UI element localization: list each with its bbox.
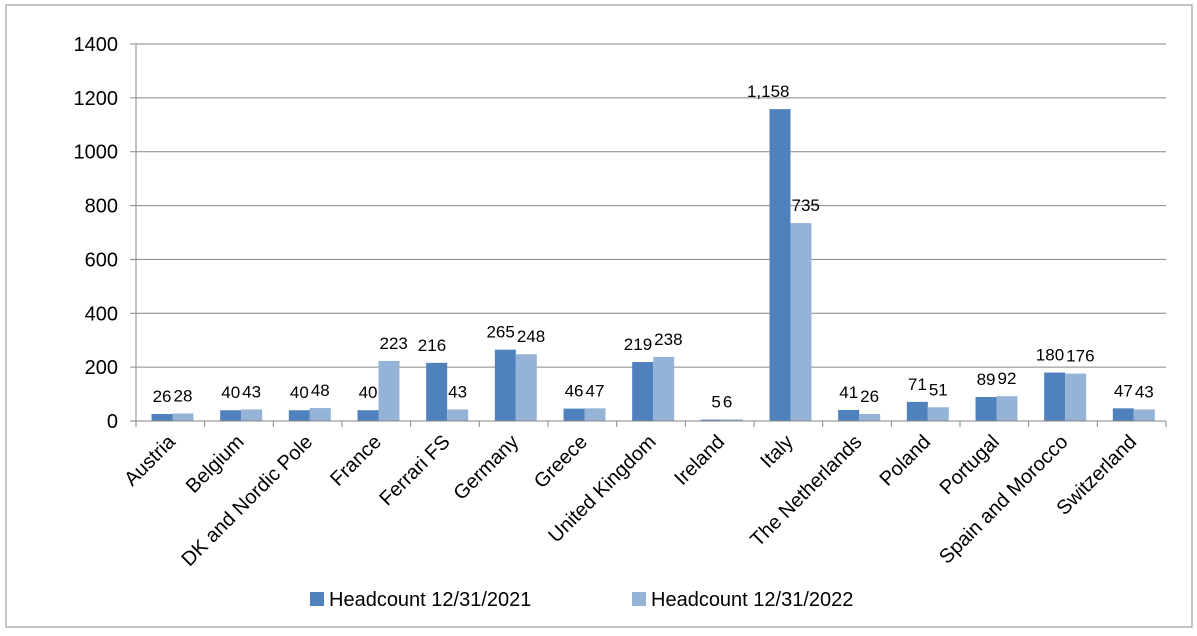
bar-2021 — [700, 419, 722, 421]
bar-2022 — [172, 413, 194, 421]
bar-2021 — [426, 362, 448, 421]
y-tick-label: 1400 — [74, 34, 119, 56]
bar-2022 — [241, 409, 263, 421]
y-tick-label: 600 — [85, 249, 118, 271]
bar-2021 — [151, 413, 173, 421]
y-axis-ticks: 0 200 400 600 800 1000 1200 1400 — [74, 34, 119, 433]
data-label-2021: 5 — [711, 393, 720, 412]
legend-swatch — [632, 592, 646, 606]
data-label-2021: 40 — [359, 383, 378, 402]
data-label-2022: 238 — [654, 330, 682, 349]
data-label-2021: 40 — [290, 383, 309, 402]
data-label-2021: 71 — [908, 375, 927, 394]
legend: Headcount 12/31/2021 Headcount 12/31/2022 — [310, 589, 853, 611]
data-label-2022: 6 — [723, 392, 732, 411]
data-label-2022: 735 — [792, 196, 820, 215]
data-label-2022: 51 — [929, 380, 948, 399]
data-label-2021: 26 — [153, 387, 172, 406]
bar-2022 — [859, 413, 881, 421]
data-label-2021: 89 — [977, 370, 996, 389]
axes — [130, 43, 1167, 427]
legend-label: Headcount 12/31/2021 — [329, 589, 531, 611]
legend-label: Headcount 12/31/2022 — [651, 589, 853, 611]
bar-2022 — [653, 356, 675, 421]
y-tick-label: 200 — [85, 357, 118, 379]
bar-2022 — [1133, 409, 1155, 421]
bar-2021 — [563, 408, 585, 421]
legend-item-2022: Headcount 12/31/2022 — [632, 589, 853, 611]
bar-2021 — [769, 109, 791, 421]
bar-2021 — [906, 401, 928, 421]
data-label-2021: 47 — [1114, 381, 1133, 400]
data-label-2022: 248 — [517, 327, 545, 346]
bar-2021 — [975, 397, 997, 421]
data-label-2021: 46 — [565, 382, 584, 401]
y-tick-label: 1200 — [74, 88, 119, 110]
bar-2022 — [721, 419, 743, 421]
data-label-2021: 265 — [486, 323, 514, 342]
data-label-2022: 92 — [998, 369, 1017, 388]
bar-2022 — [790, 223, 812, 421]
bar-2022 — [309, 408, 331, 421]
bar-2022 — [927, 407, 949, 421]
bar-2021 — [838, 409, 860, 421]
data-label-2022: 43 — [1135, 382, 1154, 401]
bar-2022 — [447, 409, 469, 421]
bar-2021 — [288, 410, 310, 421]
bar-2022 — [378, 360, 400, 421]
bar-2021 — [1044, 372, 1066, 421]
bar-2022 — [1065, 373, 1087, 421]
data-label-2021: 216 — [418, 336, 446, 355]
bar-2021 — [632, 362, 654, 421]
data-label-2022: 43 — [242, 382, 261, 401]
bar-2021 — [357, 410, 379, 421]
bar-2022 — [515, 354, 537, 421]
data-label-2022: 223 — [380, 334, 408, 353]
legend-swatch — [310, 592, 324, 606]
bars — [151, 109, 1155, 421]
y-tick-label: 1000 — [74, 142, 119, 164]
data-label-2021: 1,158 — [747, 82, 790, 101]
y-tick-label: 400 — [85, 303, 118, 325]
bar-2022 — [584, 408, 606, 421]
data-label-2021: 41 — [839, 383, 858, 402]
data-label-2022: 48 — [311, 381, 330, 400]
data-label-2021: 219 — [624, 335, 652, 354]
y-tick-label: 0 — [107, 411, 118, 433]
data-label-2021: 40 — [221, 383, 240, 402]
gridlines — [136, 43, 1166, 368]
data-label-2022: 47 — [586, 381, 605, 400]
data-label-2021: 180 — [1036, 346, 1064, 365]
bar-2021 — [220, 410, 242, 421]
data-label-2022: 43 — [448, 382, 467, 401]
legend-item-2021: Headcount 12/31/2021 — [310, 589, 531, 611]
bar-2021 — [1112, 408, 1134, 421]
chart-frame — [5, 4, 1193, 628]
bar-2022 — [996, 396, 1018, 421]
y-tick-label: 800 — [85, 196, 118, 218]
data-label-2022: 26 — [860, 387, 879, 406]
data-label-2022: 176 — [1066, 347, 1094, 366]
bar-2021 — [494, 349, 516, 421]
data-label-2022: 28 — [174, 386, 193, 405]
